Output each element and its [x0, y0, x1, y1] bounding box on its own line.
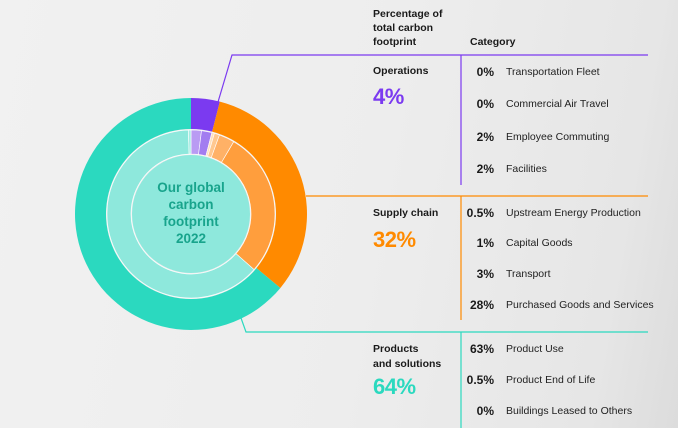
section-name-products: Products	[373, 343, 419, 355]
header-percentage-line-2: total carbon	[373, 22, 434, 34]
row-percent: 0.5%	[466, 373, 494, 387]
row-category: Upstream Energy Production	[506, 207, 641, 219]
row-percent: 2%	[476, 130, 494, 144]
inner-ring	[106, 129, 276, 299]
connector-lines	[217, 54, 648, 428]
row-category: Commercial Air Travel	[506, 98, 609, 110]
section-percent-supply_chain: 32%	[373, 227, 416, 252]
header-percentage-line-3: footprint	[373, 36, 417, 48]
row-category: Employee Commuting	[506, 131, 610, 143]
outer-ring	[75, 98, 308, 331]
row-category: Facilities	[506, 163, 547, 175]
row-category: Capital Goods	[506, 237, 573, 249]
row-percent: 0.5%	[466, 206, 494, 220]
row-category: Transportation Fleet	[506, 66, 600, 78]
section-percent-operations: 4%	[373, 84, 404, 109]
row-category: Buildings Leased to Others	[506, 405, 633, 417]
row-percent: 0%	[476, 65, 494, 79]
inner-slice-product-end-of-life	[188, 129, 192, 155]
center-title-line-4: 2022	[175, 231, 207, 246]
section-name-operations: Operations	[373, 65, 429, 77]
row-percent: 1%	[476, 236, 494, 250]
center-title-line-1: Our global	[157, 180, 225, 195]
section-name-supply_chain: Supply chain	[373, 207, 439, 219]
row-category: Transport	[506, 268, 551, 280]
row-percent: 0%	[476, 97, 494, 111]
connector-products	[240, 317, 648, 333]
outer-slice-operations	[191, 98, 220, 132]
outer-slice-supply_chain	[212, 101, 308, 288]
row-percent: 63%	[469, 342, 494, 356]
row-percent: 28%	[469, 298, 494, 312]
row-percent: 0%	[476, 404, 494, 418]
row-percent: 2%	[476, 162, 494, 176]
header-percentage: Percentage of total carbon footprint	[373, 7, 442, 49]
row-category: Product Use	[506, 343, 564, 355]
center-title-line-2: carbon	[168, 197, 214, 212]
header-category: Category	[470, 36, 516, 48]
inner-disc	[132, 155, 250, 273]
outer-slice-products	[75, 98, 281, 331]
inner-slice-product-use	[106, 129, 255, 299]
section-name-products: and solutions	[373, 358, 442, 370]
header-percentage-line-1: Percentage of	[373, 8, 443, 20]
connector-operations	[217, 54, 648, 103]
row-category: Product End of Life	[506, 374, 596, 386]
row-category: Purchased Goods and Services	[506, 299, 654, 311]
center-title-line-3: footprint	[163, 214, 219, 229]
row-percent: 3%	[476, 267, 494, 281]
section-percent-products: 64%	[373, 374, 416, 399]
